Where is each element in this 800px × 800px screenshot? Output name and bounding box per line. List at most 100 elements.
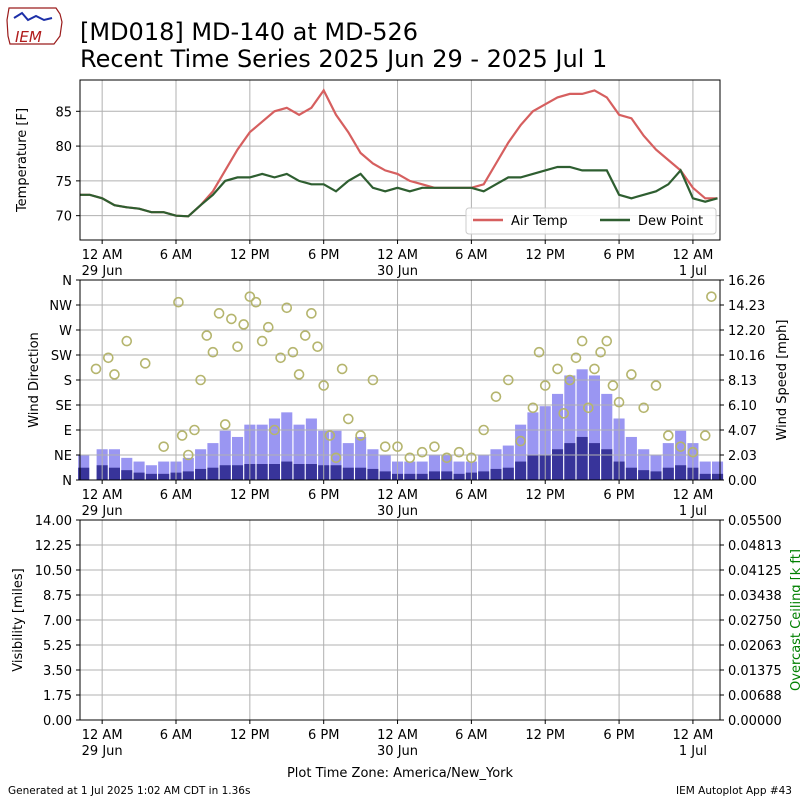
wind-direction-axis-label: Wind Direction [27, 332, 42, 428]
x-tick-label: 12 PM [230, 488, 270, 503]
temperature-y-tick-label: 70 [55, 210, 72, 225]
visibility-y-ticks: 0.00 1.75 3.50 5.25 7.00 8.75 10.50 12.25 14.00 [35, 514, 80, 729]
wind-speed-axis-label: Wind Speed [mph] [775, 320, 790, 441]
wind-direction-point [324, 430, 336, 441]
x-tick-label: 12 AM [673, 728, 714, 743]
ceiling-axis-label: Overcast Ceiling [k ft] [789, 549, 800, 691]
wind-gust-bar [232, 465, 244, 480]
wind-direction-point [663, 430, 674, 441]
wind-speed-tick-label: 6.10 [728, 399, 757, 414]
visibility-tick-label: 5.25 [43, 639, 72, 654]
wind-speed-bar [552, 393, 564, 480]
wind-direction-point [244, 291, 256, 302]
ceiling-y-ticks: 0.00000 0.00688 0.01375 0.02063 0.02750 0.034… [720, 514, 782, 729]
ceiling-tick-label: 0.01375 [728, 664, 782, 679]
wind-direction-point [336, 363, 348, 375]
wind-direction-point [570, 352, 582, 364]
x-tick-label: 12 AM [377, 248, 418, 263]
temperature-plot-frame [79, 79, 721, 241]
wind-gust-bar [441, 471, 453, 480]
wind-direction-point [306, 308, 317, 319]
wind-speed-bar [638, 449, 650, 480]
wind-speed-tick-label: 16.26 [728, 274, 765, 289]
wind-direction-point [638, 402, 649, 414]
weather-station-icon [13, 11, 53, 22]
wind-gust-bar [515, 461, 527, 480]
wind-speed-tick-label: 0.00 [728, 474, 757, 489]
wind-direction-point [189, 424, 200, 436]
wind-direction-point [576, 335, 588, 347]
wind-speed-bar [601, 393, 613, 480]
wind-speed-bar [158, 461, 170, 480]
wind-direction-point [343, 413, 354, 425]
wind-gust-bar [379, 471, 391, 480]
wind-gust-bar [367, 468, 379, 480]
wind-gust-bar [638, 470, 650, 480]
visibility-tick-label: 8.75 [43, 589, 72, 604]
wind-direction-point [318, 380, 329, 391]
wind-speed-tick-label: 12.20 [728, 324, 765, 339]
chart-title-line1: [MD018] MD-140 at MD-526 [80, 18, 418, 46]
wind-speed-bar [108, 449, 120, 480]
x-tick-label: 12 AM [673, 488, 714, 503]
wind-direction-point [379, 441, 391, 452]
wind-speed-bar [662, 443, 674, 480]
wind-direction-point [269, 424, 280, 436]
wind-direction-point [355, 430, 366, 441]
wind-direction-point [503, 374, 514, 386]
visibility-tick-label: 7.00 [43, 614, 72, 629]
wind-speed-bar [625, 436, 637, 480]
x-tick-label: 6 PM [603, 248, 634, 263]
dew-point-line [80, 165, 718, 218]
wind-speed-bar [182, 457, 194, 480]
ceiling-tick-label: 0.02063 [728, 639, 782, 654]
wind-speed-bar [650, 455, 662, 480]
wind-direction-point [392, 441, 403, 452]
wind-gust-bar [428, 471, 440, 480]
wind-direction-point [601, 335, 613, 347]
wind-gust-bar [601, 449, 613, 480]
wind-gust-bar [404, 473, 416, 480]
wind-direction-point [626, 369, 637, 380]
wind-direction-point [173, 296, 184, 308]
wind-speed-bar [441, 455, 453, 480]
wind-direction-point [453, 446, 465, 458]
x-tick-label: 6 AM [160, 728, 193, 743]
wind-speed-bar [712, 461, 724, 480]
wind-direction-tick-label: E [64, 424, 72, 439]
wind-speed-bar [232, 436, 244, 480]
wind-direction-point [441, 452, 453, 464]
wind-gust-bar [133, 472, 145, 480]
wind-gust-bar [662, 467, 674, 480]
wind-direction-point [281, 302, 293, 314]
wind-speed-bar [453, 461, 465, 480]
wind-direction-point [404, 452, 416, 464]
wind-direction-point [699, 430, 711, 441]
wind-direction-point [250, 296, 262, 308]
wind-direction-point [429, 441, 440, 452]
ceiling-tick-label: 0.04813 [728, 539, 782, 554]
ceiling-tick-label: 0.02750 [728, 614, 782, 629]
wind-direction-point [109, 369, 120, 380]
x-tick-date: 29 Jun [82, 744, 123, 759]
generated-note: Generated at 1 Jul 2025 1:02 AM CDT in 1… [8, 785, 250, 797]
wind-gust-bar [502, 467, 514, 480]
wind-gust-bar [268, 464, 280, 480]
wind-speed-bar [478, 455, 490, 480]
wind-gust-bar [576, 436, 588, 480]
x-tick-label: 12 PM [525, 248, 565, 263]
wind-speed-tick-label: 4.07 [728, 424, 757, 439]
wind-speed-bar [564, 375, 576, 480]
ceiling-tick-label: 0.03438 [728, 589, 782, 604]
x-tick-label: 6 AM [160, 248, 193, 263]
wind-direction-point [201, 330, 213, 341]
wind-direction-tick-label: NW [49, 299, 72, 314]
x-tick-label: 6 PM [308, 488, 339, 503]
wind-speed-bar [133, 461, 145, 480]
wind-direction-point [675, 441, 686, 452]
wind-gust-bar [219, 465, 231, 480]
wind-speed-bar [416, 461, 428, 480]
wind-gust-bar [650, 471, 662, 480]
x-tick-label: 6 AM [455, 248, 488, 263]
